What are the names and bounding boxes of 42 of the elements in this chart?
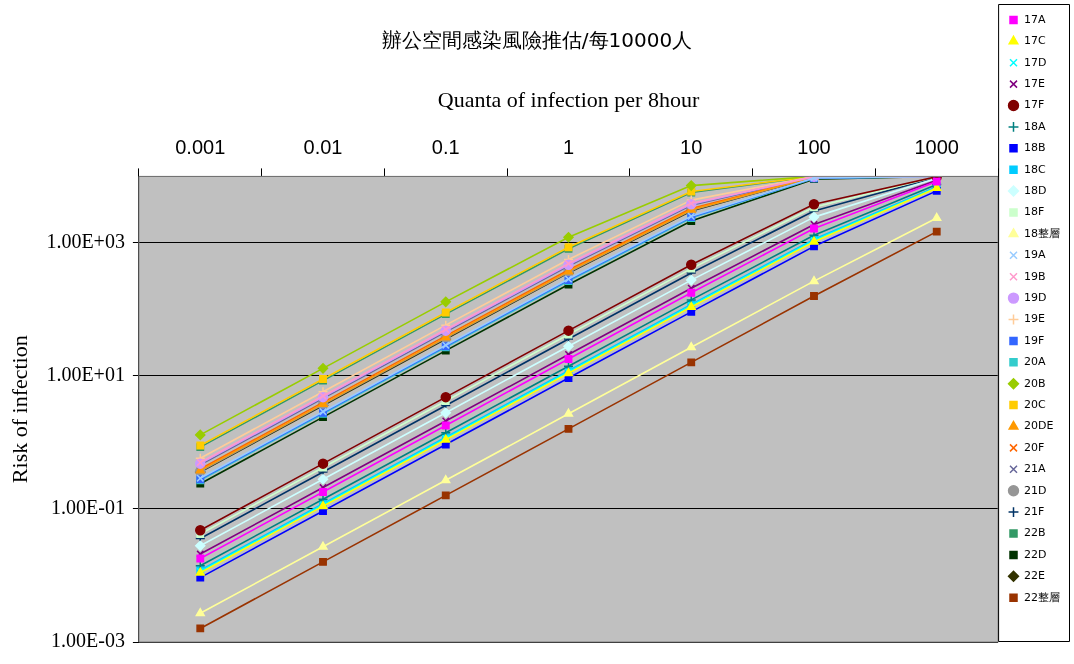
x-tick-label: 0.01 <box>303 135 343 158</box>
x-tick-label: 100 <box>797 135 831 158</box>
legend-label: 17E <box>1024 76 1045 90</box>
x-axis-title: Quanta of infection per 8hour <box>437 86 700 112</box>
legend-label: 21F <box>1024 504 1045 518</box>
y-tick-label: 1.00E-03 <box>51 629 125 652</box>
chart-title: 辦公空間感染風險推估/每10000人 <box>381 28 693 53</box>
y-axis-title: Risk of infection <box>6 335 32 484</box>
legend-label: 19B <box>1024 269 1046 283</box>
legend-label: 19E <box>1024 312 1045 326</box>
y-tick-label: 1.00E+03 <box>46 230 125 253</box>
y-tick-label: 1.00E-01 <box>51 496 125 519</box>
legend-label: 22E <box>1024 569 1045 583</box>
legend-label: 20A <box>1024 355 1046 369</box>
legend-label: 19D <box>1024 290 1047 304</box>
x-tick-label: 0.1 <box>431 135 460 158</box>
x-tick-label: 10 <box>680 135 703 158</box>
x-tick-label: 0.001 <box>175 135 226 158</box>
legend-label: 17C <box>1024 34 1046 48</box>
legend-label: 17F <box>1024 98 1045 112</box>
legend-label: 21A <box>1024 462 1046 476</box>
legend-label: 18D <box>1024 183 1047 197</box>
legend-label: 22D <box>1024 547 1047 561</box>
legend-label: 22B <box>1024 526 1046 540</box>
legend-label: 20C <box>1024 397 1046 411</box>
legend-label: 18C <box>1024 162 1046 176</box>
x-tick-label: 1000 <box>914 135 959 158</box>
legend-label: 18F <box>1024 205 1045 219</box>
legend-label: 18整層 <box>1024 226 1060 240</box>
legend-label: 17A <box>1024 12 1046 26</box>
legend-label: 20F <box>1024 440 1045 454</box>
legend-label: 21D <box>1024 483 1047 497</box>
legend-label: 18B <box>1024 141 1046 155</box>
y-tick-label: 1.00E+01 <box>46 363 125 386</box>
x-tick-label: 1 <box>562 135 575 158</box>
legend-label: 22整層 <box>1024 590 1060 604</box>
legend-label: 18A <box>1024 119 1046 133</box>
legend-label: 17D <box>1024 55 1047 69</box>
legend-label: 19A <box>1024 248 1046 262</box>
legend-label: 20B <box>1024 376 1046 390</box>
legend-label: 19F <box>1024 333 1045 347</box>
legend-label: 20DE <box>1024 419 1054 433</box>
